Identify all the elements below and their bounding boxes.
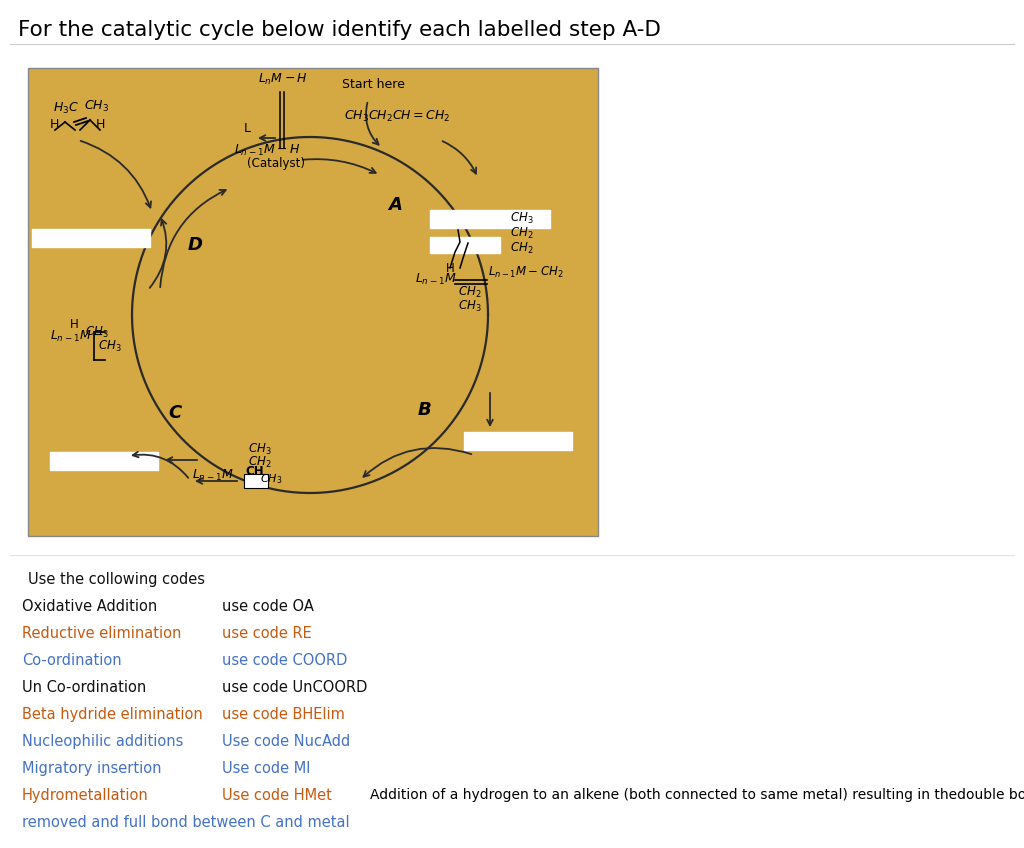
Text: $L_{n-1}M$: $L_{n-1}M$ bbox=[415, 272, 457, 287]
Text: Use code NucAdd: Use code NucAdd bbox=[222, 734, 350, 749]
Bar bbox=[430, 210, 550, 228]
Text: $L_nM-H$: $L_nM-H$ bbox=[258, 72, 308, 87]
Text: Un Co-ordination: Un Co-ordination bbox=[22, 680, 146, 695]
Text: $CH_2$: $CH_2$ bbox=[458, 285, 481, 300]
Text: use code OA: use code OA bbox=[222, 599, 314, 614]
Text: use code COORD: use code COORD bbox=[222, 653, 347, 668]
Text: $L_{n-1}M-CH_2$: $L_{n-1}M-CH_2$ bbox=[488, 265, 563, 280]
Text: Start here: Start here bbox=[342, 78, 404, 91]
Text: CH: CH bbox=[245, 465, 263, 478]
Text: H: H bbox=[70, 318, 79, 331]
Text: $CH_3$: $CH_3$ bbox=[510, 211, 534, 226]
Bar bbox=[464, 432, 572, 450]
Text: H: H bbox=[96, 118, 105, 131]
Text: L: L bbox=[244, 122, 251, 135]
Text: $CH_3$: $CH_3$ bbox=[458, 299, 481, 314]
Text: $CH_3CH_2CH{=}CH_2$: $CH_3CH_2CH{=}CH_2$ bbox=[344, 109, 451, 124]
Text: $CH_2$: $CH_2$ bbox=[248, 455, 271, 470]
Text: $CH_2$: $CH_2$ bbox=[510, 226, 534, 241]
Text: $H_3C$: $H_3C$ bbox=[53, 101, 79, 116]
Text: Reductive elimination: Reductive elimination bbox=[22, 626, 181, 641]
Text: removed and full bond between C and metal: removed and full bond between C and meta… bbox=[22, 815, 349, 830]
Text: D: D bbox=[188, 236, 203, 254]
Text: Co-ordination: Co-ordination bbox=[22, 653, 122, 668]
Text: $CH_2$: $CH_2$ bbox=[510, 241, 534, 256]
Text: $CH_3$: $CH_3$ bbox=[85, 325, 109, 340]
Text: (Catalyst): (Catalyst) bbox=[247, 157, 305, 170]
Text: Beta hydride elimination: Beta hydride elimination bbox=[22, 707, 203, 722]
Text: use code BHElim: use code BHElim bbox=[222, 707, 345, 722]
Text: Use code HMet: Use code HMet bbox=[222, 788, 332, 803]
Text: $CH_3$: $CH_3$ bbox=[98, 339, 122, 354]
Bar bbox=[244, 474, 268, 488]
Text: Addition of a hydrogen to an alkene (both connected to same metal) resulting in : Addition of a hydrogen to an alkene (bot… bbox=[370, 788, 1024, 802]
Text: $L_{n-1}M-H$: $L_{n-1}M-H$ bbox=[234, 143, 300, 158]
Text: $CH_3$: $CH_3$ bbox=[248, 442, 271, 457]
Text: Use the collowing codes: Use the collowing codes bbox=[28, 572, 205, 587]
Bar bbox=[32, 229, 150, 247]
Text: $L_{n-1}M$: $L_{n-1}M$ bbox=[193, 468, 233, 483]
Bar bbox=[28, 68, 598, 536]
Text: $L_{n-1}M-$: $L_{n-1}M-$ bbox=[50, 329, 103, 344]
Text: Use code MI: Use code MI bbox=[222, 761, 310, 776]
Text: Oxidative Addition: Oxidative Addition bbox=[22, 599, 158, 614]
Text: Migratory insertion: Migratory insertion bbox=[22, 761, 162, 776]
Text: H: H bbox=[446, 262, 455, 275]
Text: H: H bbox=[50, 118, 59, 131]
Text: use code UnCOORD: use code UnCOORD bbox=[222, 680, 368, 695]
Text: $CH_3$: $CH_3$ bbox=[260, 472, 283, 486]
Text: use code RE: use code RE bbox=[222, 626, 311, 641]
Bar bbox=[50, 452, 158, 470]
Bar bbox=[430, 237, 500, 253]
Text: $CH_3$: $CH_3$ bbox=[84, 99, 109, 114]
Text: Hydrometallation: Hydrometallation bbox=[22, 788, 148, 803]
Text: B: B bbox=[418, 401, 432, 419]
Text: For the catalytic cycle below identify each labelled step A-D: For the catalytic cycle below identify e… bbox=[18, 20, 660, 40]
Text: A: A bbox=[388, 196, 401, 214]
Text: C: C bbox=[168, 404, 181, 422]
Text: Nucleophilic additions: Nucleophilic additions bbox=[22, 734, 183, 749]
